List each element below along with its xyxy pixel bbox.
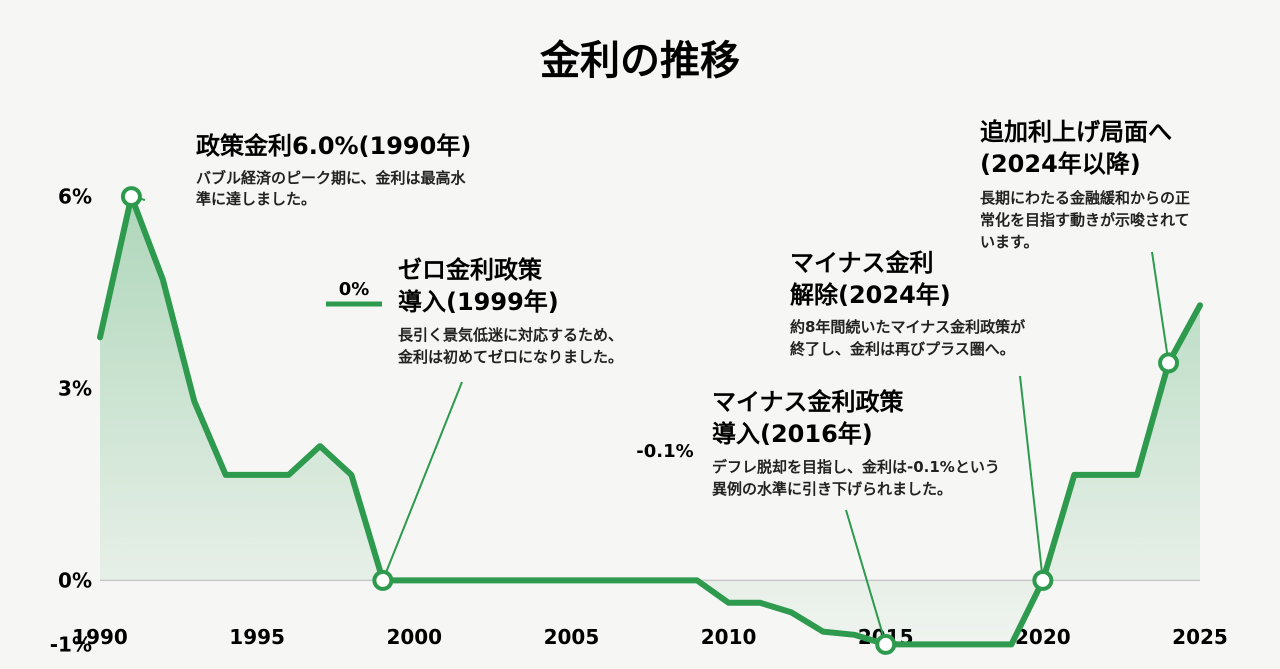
y-tick-label: 6% — [58, 185, 92, 209]
highlight-markers — [120, 186, 1180, 655]
annotation-body: 長期にわたる金融緩和からの正 — [980, 189, 1190, 207]
annotation-body: 異例の水準に引き下げられました。 — [712, 480, 952, 498]
annotation-body: バブル経済のピーク期に、金利は最高水 — [196, 169, 467, 187]
annotation-body: 常化を目指す動きが示唆されて — [980, 211, 1190, 229]
highlight-marker — [875, 633, 897, 655]
annotation-body: 金利は初めてゼロになりました。 — [397, 348, 623, 366]
annotation-title: (2024年以降) — [980, 150, 1141, 178]
annotation-2016: マイナス金利政策 導入(2016年) デフレ脱却を目指し、金利は-0.1%という… — [712, 388, 1000, 498]
annotation-body: います。 — [980, 233, 1039, 251]
annotation-body: 約8年間続いたマイナス金利政策が — [790, 318, 1026, 336]
annotation-1990: 政策金利6.0%(1990年) バブル経済のピーク期に、金利は最高水 準に達しま… — [196, 132, 471, 208]
x-tick-label: 2025 — [1172, 625, 1228, 649]
annotation-title: マイナス金利 — [790, 249, 934, 277]
annotation-body: 準に達しました。 — [196, 190, 316, 208]
x-tick-label: 2005 — [544, 625, 600, 649]
x-tick-label: 2010 — [701, 625, 757, 649]
annotation-leader-line — [845, 509, 887, 645]
highlight-marker — [120, 186, 142, 208]
annotation-title: 解除(2024年) — [790, 281, 951, 309]
annotation-2024-hike: 追加利上げ局面へ (2024年以降) 長期にわたる金融緩和からの正 常化を目指す… — [980, 118, 1190, 251]
annotation-leader-line — [1151, 251, 1170, 364]
annotation-leader-line — [1019, 375, 1044, 581]
annotation-title: 追加利上げ局面へ — [980, 118, 1172, 146]
side-label: -0.1% — [636, 441, 693, 462]
annotation-1999: ゼロ金利政策 導入(1999年) 長引く景気低迷に対応するため、 金利は初めてゼ… — [397, 256, 623, 366]
annotation-2024-end: マイナス金利 解除(2024年) 約8年間続いたマイナス金利政策が 終了し、金利… — [790, 249, 1026, 358]
x-tick-label: 1995 — [229, 625, 285, 649]
highlight-marker — [1032, 569, 1054, 591]
y-tick-label: -1% — [50, 632, 92, 656]
annotation-title: 導入(2016年) — [712, 420, 873, 448]
legend: 0% — [326, 279, 382, 307]
chart-title: 金利の推移 — [539, 38, 740, 84]
annotation-leader-line — [381, 381, 463, 581]
highlight-marker — [372, 569, 394, 591]
annotation-body: 終了し、金利は再びプラス圏へ。 — [790, 340, 1015, 358]
legend-label: 0% — [339, 279, 370, 300]
x-tick-label: 2020 — [1015, 625, 1071, 649]
y-tick-label: 0% — [58, 568, 92, 592]
annotation-title: 政策金利6.0%(1990年) — [196, 132, 471, 160]
annotation-body: 長引く景気低迷に対応するため、 — [398, 326, 623, 344]
annotation-title: 導入(1999年) — [398, 288, 559, 316]
series-line — [97, 193, 1203, 648]
y-tick-label: 3% — [58, 377, 92, 401]
x-tick-label: 1990 — [72, 625, 128, 649]
annotation-body: デフレ脱却を目指し、金利は-0.1%という — [712, 458, 1000, 476]
annotation-title: ゼロ金利政策 — [398, 256, 543, 284]
x-tick-label: 2000 — [386, 625, 442, 649]
highlight-marker — [1158, 352, 1180, 374]
annotation-title: マイナス金利政策 — [712, 388, 905, 416]
